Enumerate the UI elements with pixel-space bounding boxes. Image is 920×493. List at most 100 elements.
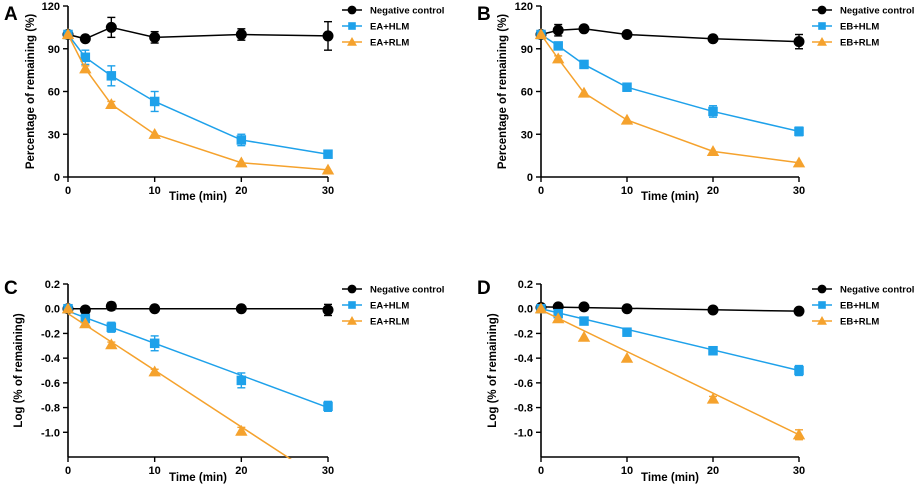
y-tick-label: -0.6 <box>41 378 60 390</box>
legend-marker <box>348 301 356 309</box>
data-point <box>148 128 161 139</box>
data-point <box>105 21 117 33</box>
y-tick-label: -0.4 <box>41 353 61 365</box>
data-point <box>794 126 804 137</box>
y-axis-title: Percentage of remaining (%) <box>497 14 509 169</box>
data-point <box>793 305 805 317</box>
x-tick-label: 10 <box>149 185 161 197</box>
data-point <box>706 145 720 156</box>
data-point <box>534 28 548 40</box>
panel-A: A 0 30 60 90 120 0 10 20 30 Time (min) Percentage o… <box>4 1 444 203</box>
series-line <box>540 34 800 164</box>
legend-marker <box>817 316 827 325</box>
data-point <box>579 59 589 70</box>
panel-letter: B <box>477 4 491 25</box>
series-2 <box>61 28 335 175</box>
data-area <box>61 300 334 459</box>
series-0 <box>62 16 334 51</box>
x-tick-label: 20 <box>235 465 247 477</box>
data-point <box>707 33 719 45</box>
data-point <box>236 135 247 145</box>
x-tick-label: 30 <box>793 465 805 477</box>
data-point <box>578 23 590 35</box>
data-point <box>106 322 117 332</box>
fit-line <box>67 313 292 459</box>
x-tick-label: 30 <box>322 185 334 197</box>
legend-label: Negative control <box>840 6 914 17</box>
data-point <box>235 424 248 436</box>
legend-marker <box>347 316 357 325</box>
data-point <box>552 24 564 36</box>
legend-marker <box>818 301 826 309</box>
legend-marker <box>347 5 357 15</box>
fit-line <box>540 309 800 436</box>
legend-marker <box>817 284 827 294</box>
data-point <box>621 29 633 40</box>
data-point <box>794 365 804 376</box>
y-tick-label: -0.6 <box>514 378 533 390</box>
legend-label: EA+RLM <box>370 317 409 328</box>
series-line <box>540 33 800 133</box>
y-axis-title: Log (% of remaining) <box>487 313 499 428</box>
y-tick-label: 0.2 <box>45 279 60 291</box>
data-point <box>323 401 333 412</box>
data-area <box>534 301 806 441</box>
data-point <box>106 71 117 81</box>
data-point <box>79 304 91 316</box>
series-2 <box>534 302 806 441</box>
data-point <box>105 338 118 350</box>
x-tick-label: 30 <box>322 465 334 477</box>
panel-C: C 0.2 0.0 -0.2 -0.4 -0.6 -0.8 -1.0 0 10 20 30 Time (… <box>4 278 444 484</box>
legend-marker <box>817 37 827 46</box>
x-tick-label: 10 <box>621 465 633 477</box>
legend-marker <box>817 5 827 15</box>
data-point <box>235 156 248 168</box>
data-point <box>792 428 806 440</box>
data-point <box>80 52 91 63</box>
x-axis-title: Time (min) <box>169 472 227 484</box>
data-point <box>621 303 633 315</box>
legend-marker <box>347 37 357 46</box>
y-tick-label: 120 <box>515 1 533 13</box>
legend-marker <box>347 284 357 294</box>
data-point <box>79 33 91 45</box>
y-tick-label: -0.8 <box>41 403 60 415</box>
legend-label: EB+RLM <box>840 38 879 49</box>
data-point <box>620 113 634 125</box>
x-tick-label: 20 <box>707 185 719 197</box>
series-1 <box>63 29 333 159</box>
legend: Negative control EB+HLM EB+RLM <box>812 285 914 328</box>
data-point <box>792 156 806 168</box>
legend: Negative control EA+HLM EA+RLM <box>342 285 444 328</box>
data-point <box>79 62 92 74</box>
x-tick-label: 30 <box>793 185 805 197</box>
y-tick-label: 0.2 <box>518 279 533 291</box>
legend-label: EA+HLM <box>370 301 409 312</box>
x-tick-label: 0 <box>538 185 544 197</box>
panel-D: D 0.2 0.0 -0.2 -0.4 -0.6 -0.8 -1.0 0 10 20 30 Time (… <box>477 278 914 484</box>
y-tick-label: 60 <box>48 87 60 99</box>
data-point <box>322 304 334 316</box>
legend-label: Negative control <box>840 285 914 296</box>
y-tick-label: 0.0 <box>518 304 533 316</box>
panel-letter: A <box>4 4 18 25</box>
y-axis-title: Log (% of remaining) <box>13 313 25 428</box>
data-point <box>708 106 718 117</box>
data-point <box>321 163 335 175</box>
data-point <box>236 375 247 386</box>
x-tick-label: 20 <box>235 185 247 197</box>
data-area <box>534 23 806 168</box>
data-point <box>577 330 591 342</box>
panel-letter: C <box>4 278 18 299</box>
series-line <box>67 34 329 171</box>
data-point <box>534 302 548 314</box>
y-tick-label: 0.0 <box>45 304 60 316</box>
y-tick-label: -0.2 <box>514 328 533 340</box>
y-tick-label: 60 <box>521 87 533 99</box>
data-point <box>793 36 805 48</box>
data-point <box>61 28 75 40</box>
data-point <box>578 301 590 313</box>
data-point <box>149 303 161 315</box>
y-tick-label: 0 <box>527 172 533 184</box>
